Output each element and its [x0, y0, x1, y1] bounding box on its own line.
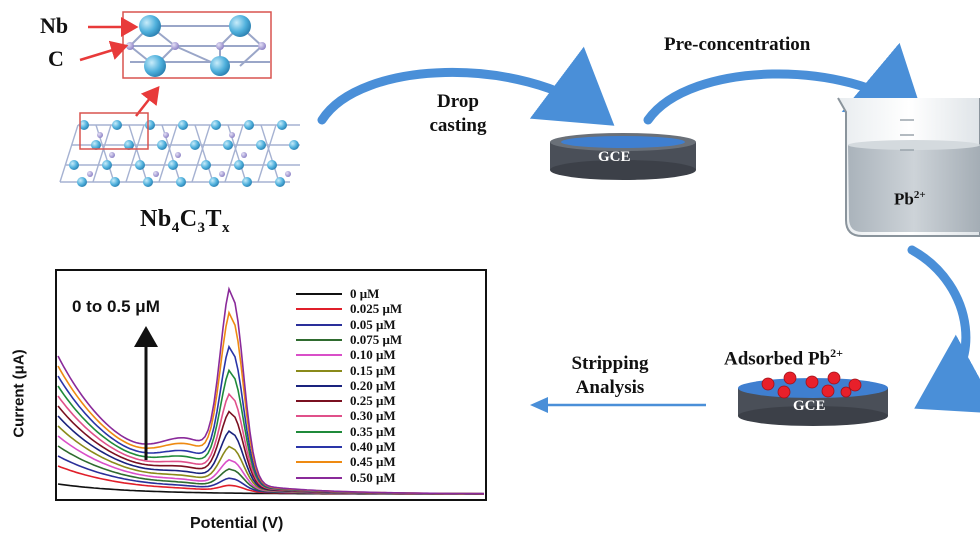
beaker: [837, 97, 980, 237]
chart-frame: [55, 269, 487, 501]
legend-item: 0.40 μM: [296, 439, 396, 455]
legend-label: 0.025 μM: [350, 301, 403, 317]
legend-label: 0.30 μM: [350, 408, 396, 424]
legend-item: 0.30 μM: [296, 408, 396, 424]
transfer-arrow: [907, 245, 980, 414]
unit-cell-zoom: [122, 11, 272, 79]
legend-item: 0.45 μM: [296, 454, 396, 470]
legend-swatch: [296, 323, 342, 326]
legend-swatch: [296, 354, 342, 357]
legend-swatch: [296, 461, 342, 464]
legend-swatch: [296, 415, 342, 418]
legend-item: 0.075 μM: [296, 332, 402, 348]
pb-ion-label: Pb2+: [894, 189, 926, 209]
zoom-arrow: [135, 86, 160, 117]
legend-swatch: [296, 293, 342, 295]
legend-item: 0.35 μM: [296, 424, 396, 440]
legend-swatch: [296, 476, 342, 479]
legend-item: 0 μM: [296, 286, 379, 302]
legend-item: 0.15 μM: [296, 363, 396, 379]
legend-swatch: [296, 400, 342, 403]
drop-casting-label: Drop casting: [429, 91, 487, 136]
stripping-analysis-label: Stripping Analysis: [571, 353, 649, 398]
legend-label: 0.10 μM: [350, 347, 396, 363]
legend-label: 0.40 μM: [350, 439, 396, 454]
pre-concentration-arrow: [643, 42, 926, 125]
drop-casting-arrow: [317, 46, 615, 126]
formula-label: Nb4C3Tx: [140, 206, 231, 236]
legend-swatch: [296, 369, 342, 372]
legend-label: 0 μM: [350, 286, 380, 301]
legend-label: 0.05 μM: [350, 316, 396, 332]
legend-label: 0.15 μM: [350, 362, 396, 378]
legend-item: 0.25 μM: [296, 393, 396, 409]
gce-electrode: [550, 133, 696, 180]
legend-label: 0.25 μM: [350, 393, 396, 409]
stripping-arrow: [530, 397, 706, 413]
adsorbed-label: Adsorbed Pb2+: [724, 346, 843, 370]
gce-label: GCE: [598, 149, 631, 165]
legend-swatch: [296, 338, 342, 341]
pre-concentration-label: Pre-concentration: [664, 34, 811, 55]
c-label: C: [48, 46, 64, 71]
y-axis-label: Current (μA): [10, 349, 28, 438]
legend-item: 0.10 μM: [296, 347, 396, 363]
adsorbed-lead-ions: [761, 371, 862, 399]
legend-item: 0.20 μM: [296, 378, 396, 394]
legend-swatch: [296, 308, 342, 311]
legend-label: 0.35 μM: [350, 423, 396, 439]
legend-swatch: [296, 446, 342, 448]
legend-swatch: [296, 384, 342, 387]
legend-item: 0.50 μM: [296, 470, 396, 486]
chart-curves: [57, 286, 485, 495]
legend-label: 0.45 μM: [350, 454, 396, 470]
legend-label: 0.50 μM: [350, 469, 396, 485]
legend-label: 0.20 μM: [350, 377, 396, 393]
legend-label: 0.075 μM: [350, 331, 403, 347]
series-curve: [57, 286, 485, 495]
x-axis-label: Potential (V): [190, 515, 284, 532]
legend-swatch: [296, 430, 342, 433]
lattice-structure: [59, 112, 300, 187]
gce-adsorbed-label: GCE: [793, 398, 826, 414]
nb-label: Nb: [40, 13, 69, 38]
legend-item: 0.05 μM: [296, 317, 396, 333]
legend-item: 0.025 μM: [296, 301, 402, 317]
concentration-annotation: 0 to 0.5 μM: [72, 297, 160, 316]
c-pointer-arrow: [79, 40, 129, 62]
